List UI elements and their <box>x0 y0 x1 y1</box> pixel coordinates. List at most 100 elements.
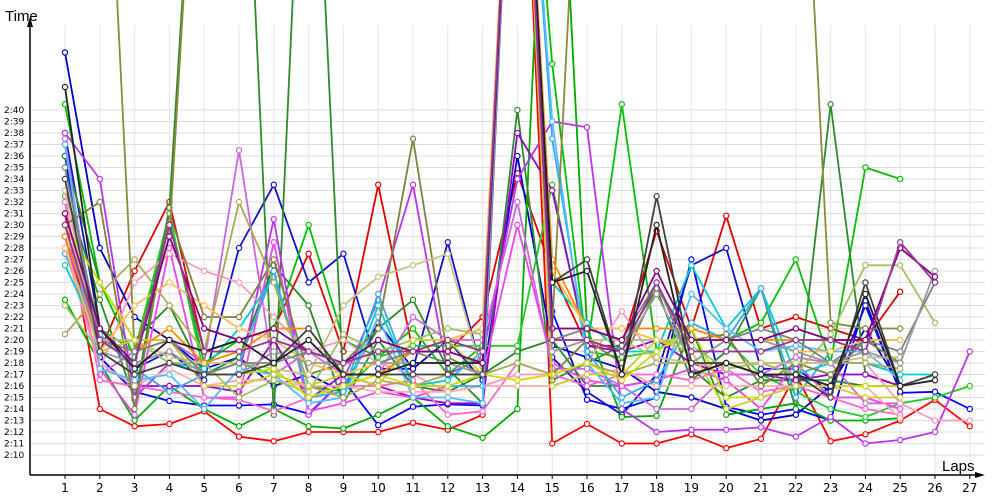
data-point <box>653 348 660 355</box>
data-point <box>792 348 800 355</box>
y-tick-label: 2:34 <box>4 175 24 185</box>
data-point <box>931 394 939 401</box>
data-point <box>583 420 591 428</box>
axes <box>27 17 985 478</box>
data-point <box>305 250 312 257</box>
data-point <box>862 325 869 332</box>
data-point <box>375 359 382 367</box>
data-point <box>827 359 834 367</box>
data-point <box>444 371 451 378</box>
data-point <box>792 354 800 361</box>
data-point <box>61 135 69 142</box>
data-point <box>166 354 173 361</box>
data-point <box>549 60 556 68</box>
x-tick-label: 6 <box>235 481 243 495</box>
data-point <box>200 348 208 355</box>
data-point <box>618 336 626 344</box>
data-point <box>409 313 417 321</box>
data-point <box>375 428 382 436</box>
y-tick-label: 2:19 <box>4 348 24 358</box>
data-point <box>270 325 277 332</box>
data-point <box>862 302 869 309</box>
data-point <box>723 348 730 355</box>
data-point <box>549 118 556 125</box>
data-point <box>270 365 277 372</box>
data-point <box>444 388 451 395</box>
data-point <box>131 377 138 384</box>
x-tick-label: 3 <box>131 481 139 495</box>
data-point <box>653 354 660 361</box>
data-point <box>305 325 312 332</box>
grid-lines <box>30 25 985 475</box>
data-point <box>166 250 173 257</box>
data-point <box>931 279 939 286</box>
data-point <box>166 371 173 378</box>
data-point <box>166 302 173 309</box>
x-tick-labels: 1 2 3 4 5 6 7 8 9 10 11 12 13 14 15 16 17 18 19 20 21 22 23 24 2… <box>61 475 977 495</box>
data-point <box>862 279 869 286</box>
data-point <box>966 348 974 355</box>
data-point <box>61 262 69 269</box>
data-point <box>409 365 417 372</box>
data-point <box>235 244 243 252</box>
data-point <box>270 181 277 188</box>
x-tick-label: 9 <box>340 481 348 495</box>
data-point <box>827 371 834 378</box>
data-point <box>757 424 765 431</box>
data-point <box>792 433 800 440</box>
data-point <box>479 359 486 367</box>
y-tick-label: 2:33 <box>4 187 24 197</box>
data-point <box>514 175 521 183</box>
data-point <box>792 382 800 390</box>
data-point <box>688 394 695 401</box>
data-point <box>618 405 626 413</box>
data-point <box>131 417 138 424</box>
data-point <box>931 428 939 436</box>
y-tick-label: 2:28 <box>4 244 24 254</box>
data-point <box>653 428 660 436</box>
data-point <box>200 371 208 378</box>
data-point <box>618 348 626 355</box>
data-point <box>235 313 243 321</box>
data-point <box>131 365 138 372</box>
data-point <box>235 365 243 372</box>
data-point <box>200 394 208 401</box>
x-tick-label: 4 <box>166 481 174 495</box>
data-point <box>166 388 173 395</box>
y-tick-label: 2:14 <box>4 405 24 415</box>
data-point <box>688 262 695 269</box>
data-point <box>897 359 904 367</box>
data-point <box>444 325 451 332</box>
data-point <box>653 279 660 286</box>
data-point <box>166 382 173 390</box>
data-point <box>514 221 521 229</box>
data-point <box>305 382 312 390</box>
data-point <box>270 438 277 445</box>
data-point <box>514 405 521 413</box>
x-tick-label: 7 <box>270 481 278 495</box>
data-point <box>409 348 417 355</box>
data-point <box>409 342 417 349</box>
x-tick-label: 23 <box>823 481 838 495</box>
data-point <box>235 402 243 409</box>
data-point <box>723 382 730 390</box>
data-point <box>305 423 312 430</box>
data-point <box>514 377 521 384</box>
data-point <box>409 382 417 390</box>
data-point <box>931 417 939 424</box>
data-point <box>757 411 765 418</box>
y-tick-label: 2:13 <box>4 417 24 427</box>
data-point <box>653 325 660 332</box>
data-point <box>409 262 417 269</box>
data-point <box>270 279 277 286</box>
data-point <box>200 405 208 413</box>
x-tick-label: 8 <box>305 481 313 495</box>
data-point <box>409 394 417 401</box>
x-tick-label: 18 <box>649 481 664 495</box>
series-line-24 <box>64 0 936 399</box>
data-point <box>270 313 277 321</box>
data-point <box>827 413 834 421</box>
data-point <box>688 290 695 298</box>
data-point <box>131 267 138 275</box>
data-point <box>409 336 417 344</box>
